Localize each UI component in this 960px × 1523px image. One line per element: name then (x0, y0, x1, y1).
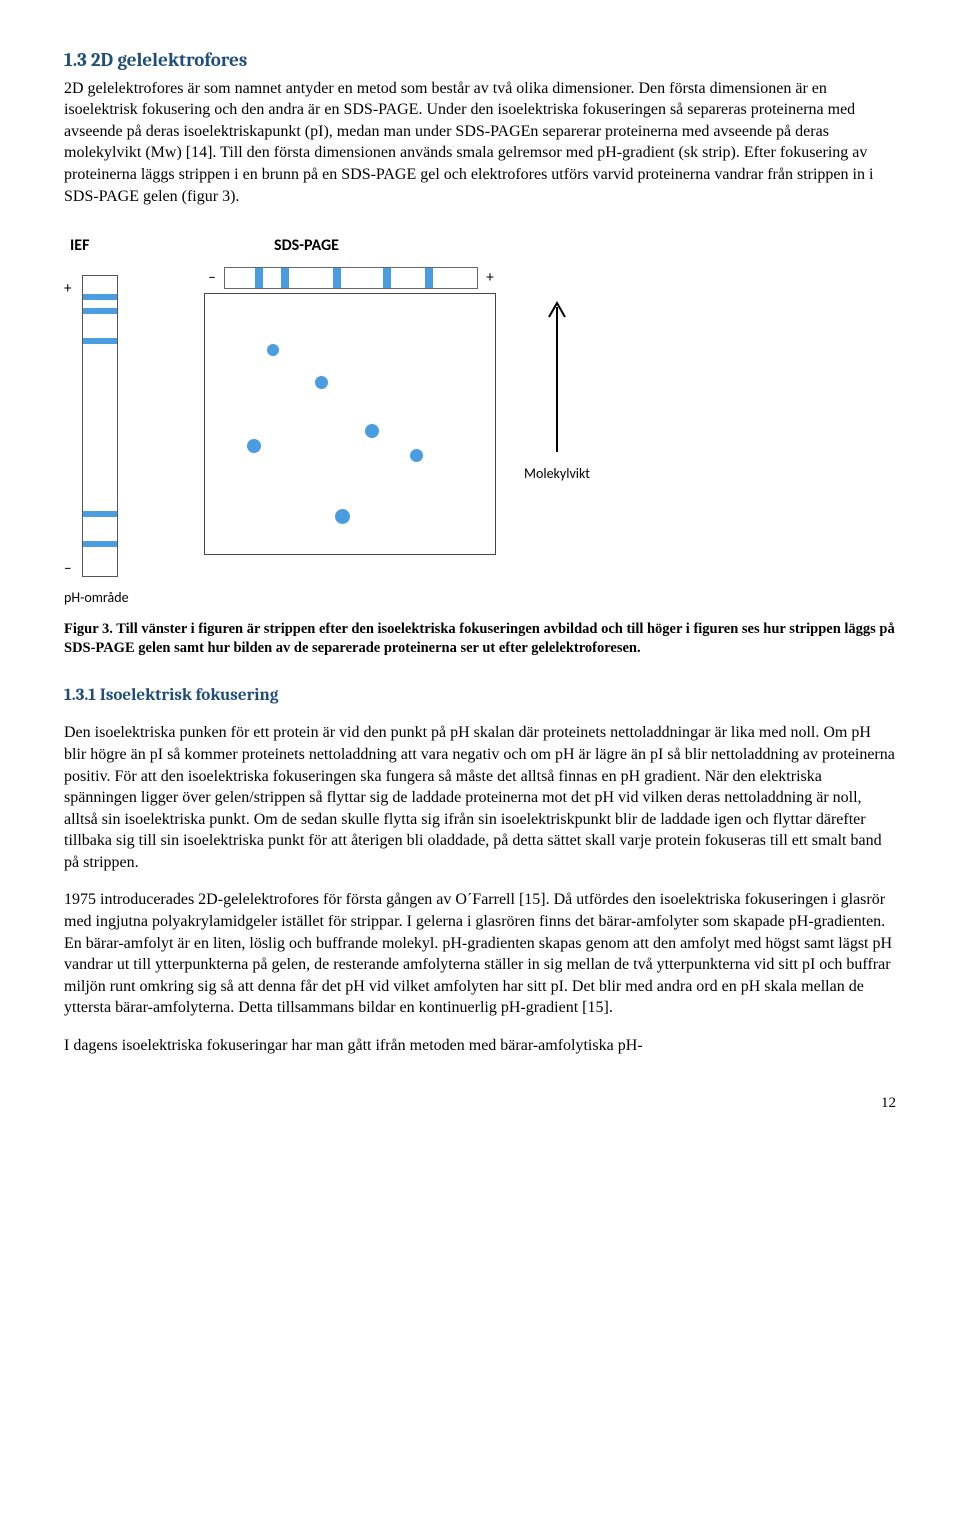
minus-sign: − (204, 268, 220, 288)
protein-band (83, 308, 117, 314)
protein-band (333, 268, 341, 288)
ief-polarity-signs: + − (64, 275, 82, 583)
body-paragraph: Den isoelektriska punken för ett protein… (64, 722, 896, 873)
body-paragraph: 2D gelelektrofores är som namnet antyder… (64, 78, 896, 208)
protein-band (255, 268, 263, 288)
figure-3-diagram: IEF + − pH-område SDS-PAGE − + (64, 235, 896, 607)
protein-band (83, 294, 117, 300)
ief-title: IEF (70, 235, 89, 257)
protein-band (83, 511, 117, 517)
arrow-up-icon (544, 297, 570, 457)
figure-3: IEF + − pH-område SDS-PAGE − + (64, 235, 896, 607)
body-paragraph: 1975 introducerades 2D-gelelektrofores f… (64, 889, 896, 1019)
protein-band (83, 338, 117, 344)
sds-top-strip (224, 267, 478, 289)
molecular-weight-label: Molekylvikt (524, 465, 590, 484)
top-strip-row: − + (204, 267, 498, 289)
ief-column: IEF + − pH-område (64, 235, 184, 607)
protein-spot (410, 449, 423, 462)
section-heading-1-3: 1.3 2D gelelektrofores (64, 48, 896, 74)
protein-band (83, 541, 117, 547)
sds-page-column: SDS-PAGE − + Molekylvikt (204, 235, 590, 555)
protein-band (383, 268, 391, 288)
section-heading-1-3-1: 1.3.1 Isoelektrisk fokusering (64, 685, 896, 708)
ph-range-label: pH-område (64, 589, 129, 608)
figure-3-caption: Figur 3. Till vänster i figuren är strip… (64, 620, 896, 658)
plus-sign: + (64, 279, 78, 299)
sds-gel-box (204, 293, 496, 555)
sds-page-title: SDS-PAGE (274, 235, 590, 257)
minus-sign: − (64, 559, 78, 579)
body-paragraph: I dagens isoelektriska fokuseringar har … (64, 1035, 896, 1057)
protein-spot (315, 376, 328, 389)
protein-band (425, 268, 433, 288)
mw-arrow-column: Molekylvikt (524, 297, 590, 484)
protein-band (281, 268, 289, 288)
plus-sign: + (482, 268, 498, 288)
protein-spot (267, 344, 279, 356)
protein-spot (365, 424, 379, 438)
protein-spot (247, 439, 261, 453)
ief-strip (82, 275, 118, 577)
protein-spot (335, 509, 350, 524)
page-number: 12 (64, 1093, 896, 1113)
